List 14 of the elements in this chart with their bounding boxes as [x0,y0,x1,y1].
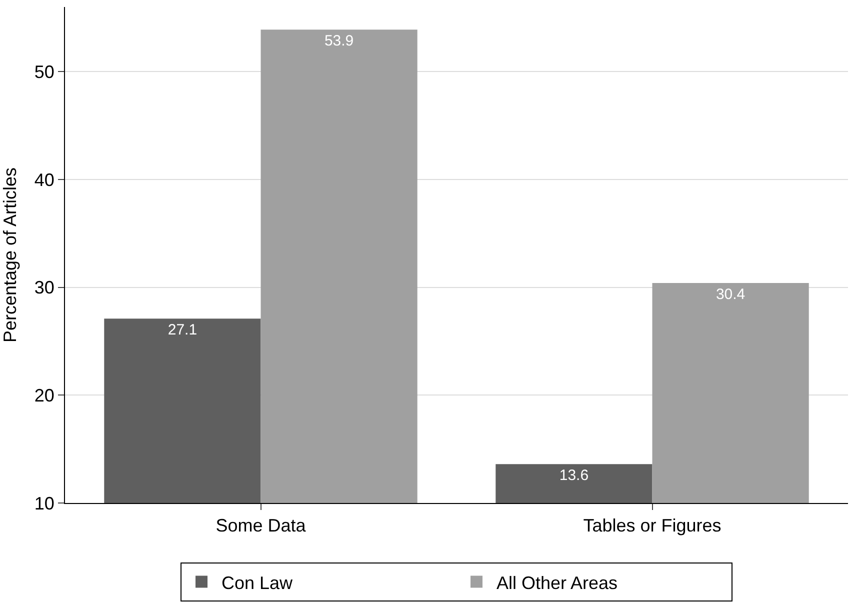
y-axis-title: Percentage of Articles [0,167,20,343]
data-label: 30.4 [716,286,746,304]
legend-label: All Other Areas [496,572,618,593]
legend-label: Con Law [222,572,294,593]
data-label: 13.6 [559,467,589,484]
y-tick-label: 40 [34,170,54,190]
data-label: 27.1 [168,322,198,339]
y-tick-label: 50 [34,62,54,82]
x-tick-label: Tables or Figures [583,516,722,536]
y-tick-label: 10 [34,493,54,514]
y-tick-label: 20 [34,385,54,406]
x-tick-label: Some Data [216,516,307,536]
data-label: 53.9 [324,32,354,50]
y-tick-label: 30 [34,278,54,298]
